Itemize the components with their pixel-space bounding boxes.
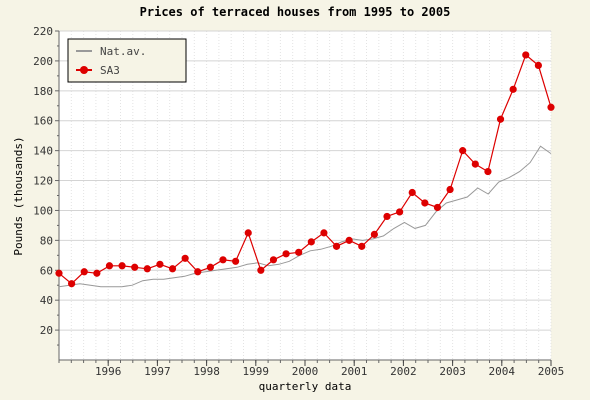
data-point-sa3 xyxy=(421,199,429,207)
data-point-sa3 xyxy=(408,188,416,197)
data-point-sa3 xyxy=(93,269,101,277)
data-point-sa3 xyxy=(194,268,202,276)
x-tick-label: 2000 xyxy=(292,365,319,378)
x-tick-label: 2005 xyxy=(538,365,565,378)
y-tick-label: 60 xyxy=(40,264,53,277)
data-point-sa3 xyxy=(320,229,328,237)
x-tick-label: 2001 xyxy=(341,365,368,378)
data-point-sa3 xyxy=(105,262,114,270)
data-point-sa3 xyxy=(345,236,353,244)
legend: Nat.av. SA3 xyxy=(67,38,187,83)
data-point-sa3 xyxy=(156,260,164,268)
data-point-sa3 xyxy=(522,51,530,59)
data-point-sa3 xyxy=(257,266,265,274)
data-point-sa3 xyxy=(332,242,341,250)
x-tick-label: 2004 xyxy=(489,365,516,378)
data-point-sa3 xyxy=(547,103,555,111)
data-point-sa3 xyxy=(459,147,467,155)
data-point-sa3 xyxy=(282,250,290,258)
data-point-sa3 xyxy=(232,257,240,265)
x-axis-label: quarterly data xyxy=(259,380,352,393)
data-point-sa3 xyxy=(396,208,404,216)
legend-label: SA3 xyxy=(100,64,120,77)
y-tick-label: 220 xyxy=(33,25,53,38)
legend-marker-sa3 xyxy=(80,66,88,74)
x-tick-label: 1999 xyxy=(243,365,270,378)
series-line-nat-av xyxy=(58,145,552,288)
y-tick-label: 160 xyxy=(33,115,53,128)
y-tick-label: 80 xyxy=(40,234,53,247)
data-point-sa3 xyxy=(206,263,214,271)
data-point-sa3 xyxy=(80,268,88,276)
x-tick-label: 1998 xyxy=(193,365,220,378)
data-point-sa3 xyxy=(219,256,227,264)
data-point-sa3 xyxy=(370,230,378,238)
data-point-sa3 xyxy=(484,167,492,176)
data-point-sa3 xyxy=(509,85,517,93)
y-tick-label: 20 xyxy=(40,324,53,337)
data-point-sa3 xyxy=(307,238,315,246)
data-point-sa3 xyxy=(131,263,139,271)
x-tick-label: 2003 xyxy=(439,365,466,378)
data-point-sa3 xyxy=(168,265,177,273)
y-tick-label: 100 xyxy=(33,204,53,217)
x-tick-label: 1997 xyxy=(144,365,171,378)
legend-label: Nat.av. xyxy=(100,45,146,58)
data-point-sa3 xyxy=(244,229,252,237)
series-line-sa3 xyxy=(58,53,552,285)
y-tick-label: 40 xyxy=(40,294,53,307)
y-tick-label: 180 xyxy=(33,85,53,98)
data-point-sa3 xyxy=(68,280,76,288)
data-point-sa3 xyxy=(383,212,391,221)
y-tick-label: 120 xyxy=(33,175,53,188)
data-point-sa3 xyxy=(295,248,303,256)
y-tick-label: 140 xyxy=(33,145,53,158)
y-tick-label: 200 xyxy=(33,55,53,68)
data-point-sa3 xyxy=(433,203,442,212)
data-point-sa3 xyxy=(358,242,366,250)
x-tick-label: 1996 xyxy=(95,365,122,378)
legend-box xyxy=(67,38,187,83)
data-point-sa3 xyxy=(534,61,542,69)
y-axis-label: Pounds (thousands) xyxy=(12,136,25,255)
data-point-sa3 xyxy=(269,256,278,264)
data-point-sa3 xyxy=(471,160,479,168)
x-tick-label: 2002 xyxy=(390,365,417,378)
data-point-sa3 xyxy=(446,185,454,194)
data-point-sa3 xyxy=(496,115,505,123)
chart-title: Prices of terraced houses from 1995 to 2… xyxy=(140,5,451,19)
data-point-sa3 xyxy=(143,265,151,273)
data-point-sa3 xyxy=(181,254,189,262)
axes: 20 40 60 80 100 120 140 160 180 200 220 1996 1997 199… xyxy=(33,25,564,378)
data-point-sa3 xyxy=(55,269,63,277)
data-point-sa3 xyxy=(118,262,126,270)
series-layer xyxy=(55,51,555,288)
